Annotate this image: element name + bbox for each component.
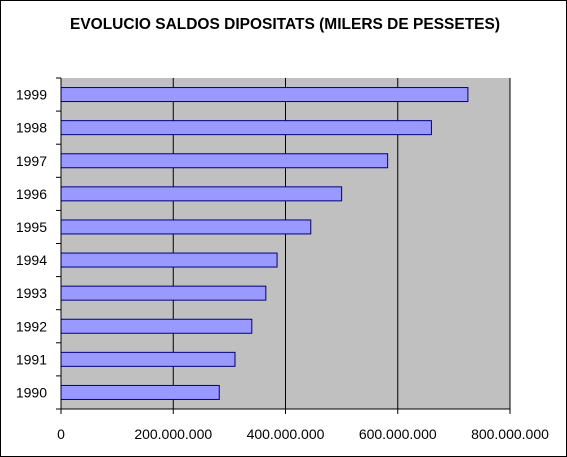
bar-1995 bbox=[60, 219, 312, 235]
bar-1993 bbox=[60, 285, 267, 301]
y-tick-label-1996: 1996 bbox=[16, 186, 47, 202]
x-tick-label-3: 600.000.000 bbox=[359, 426, 437, 442]
bar-1996 bbox=[60, 186, 343, 202]
y-tick-label-1995: 1995 bbox=[16, 219, 47, 235]
bar-1992 bbox=[60, 318, 253, 334]
bar-1997 bbox=[60, 153, 389, 169]
x-tick-label-2: 400.000.000 bbox=[247, 426, 325, 442]
y-tick-label-1998: 1998 bbox=[16, 120, 47, 136]
x-tick-label-0: 0 bbox=[57, 426, 65, 442]
y-tick-label-1993: 1993 bbox=[16, 285, 47, 301]
bar-1990 bbox=[60, 384, 220, 400]
x-tick-label-1: 200.000.000 bbox=[134, 426, 212, 442]
y-tick-label-1994: 1994 bbox=[16, 252, 47, 268]
axes bbox=[56, 77, 511, 414]
x-tick-label-4: 800.000.000 bbox=[471, 426, 549, 442]
chart-title: EVOLUCIO SALDOS DIPOSITATS (MILERS DE PE… bbox=[69, 16, 501, 33]
axis-labels: 1990 1991 1992 1993 1994 1995 1996 1997 1998 1999… bbox=[16, 87, 549, 442]
bar-1991 bbox=[60, 351, 236, 367]
y-tick-label-1990: 1990 bbox=[16, 384, 47, 400]
bar-1999 bbox=[60, 87, 469, 103]
y-tick-label-1991: 1991 bbox=[16, 351, 47, 367]
y-tick-label-1999: 1999 bbox=[16, 87, 47, 103]
y-tick-label-1992: 1992 bbox=[16, 318, 47, 334]
bar-1994 bbox=[60, 252, 278, 268]
bar-1998 bbox=[60, 120, 432, 136]
y-tick-label-1997: 1997 bbox=[16, 153, 47, 169]
